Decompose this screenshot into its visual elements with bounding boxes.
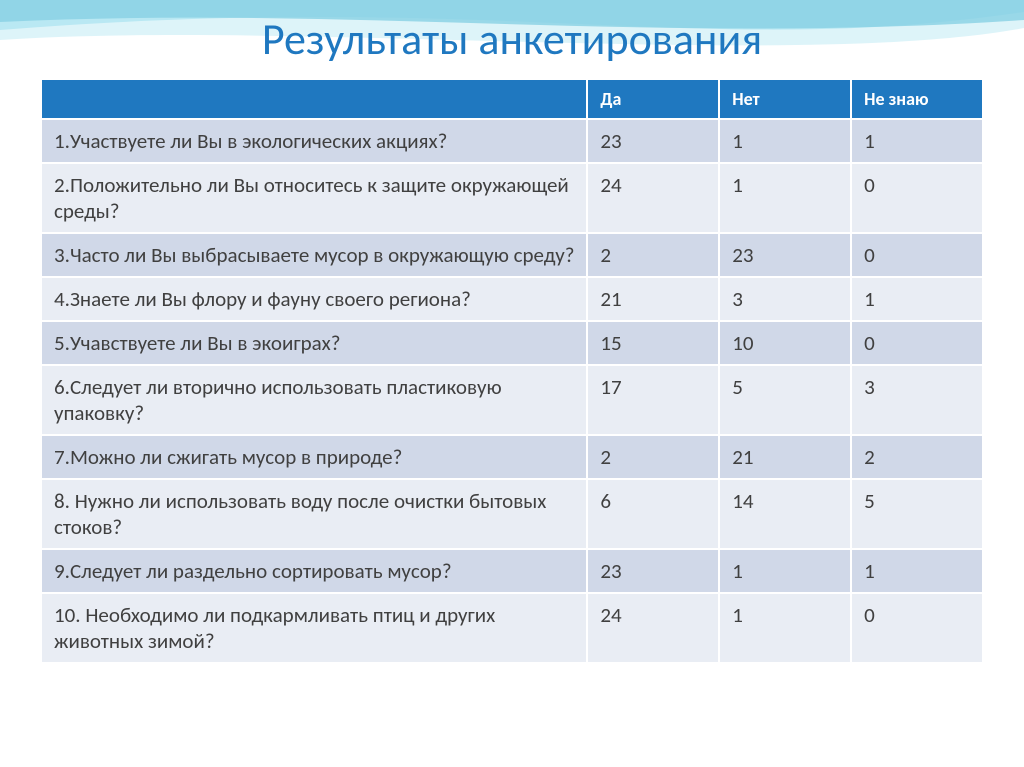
value-cell: 2: [851, 435, 983, 479]
table-row: 5.Учавствуете ли Вы в экоиграх?15100: [41, 321, 983, 365]
question-cell: 7.Можно ли сжигать мусор в природе?: [41, 435, 587, 479]
value-cell: 23: [587, 119, 719, 163]
value-cell: 23: [719, 233, 851, 277]
question-cell: 9.Следует ли раздельно сортировать мусор…: [41, 549, 587, 593]
value-cell: 1: [719, 119, 851, 163]
value-cell: 1: [719, 549, 851, 593]
question-cell: 8. Нужно ли использовать воду после очис…: [41, 479, 587, 549]
value-cell: 2: [587, 233, 719, 277]
table-row: 10. Необходимо ли подкармливать птиц и д…: [41, 593, 983, 663]
value-cell: 1: [851, 549, 983, 593]
question-cell: 10. Необходимо ли подкармливать птиц и д…: [41, 593, 587, 663]
table-row: 7.Можно ли сжигать мусор в природе?2212: [41, 435, 983, 479]
value-cell: 17: [587, 365, 719, 435]
value-cell: 0: [851, 163, 983, 233]
value-cell: 3: [851, 365, 983, 435]
value-cell: 21: [587, 277, 719, 321]
table-row: 3.Часто ли Вы выбрасываете мусор в окруж…: [41, 233, 983, 277]
value-cell: 21: [719, 435, 851, 479]
question-cell: 4.Знаете ли Вы флору и фауну своего реги…: [41, 277, 587, 321]
value-cell: 5: [851, 479, 983, 549]
table-header-cell: Нет: [719, 79, 851, 119]
question-cell: 2.Положительно ли Вы относитесь к защите…: [41, 163, 587, 233]
question-cell: 3.Часто ли Вы выбрасываете мусор в окруж…: [41, 233, 587, 277]
survey-table: Да Нет Не знаю 1.Участвуете ли Вы в экол…: [40, 78, 984, 664]
value-cell: 0: [851, 593, 983, 663]
question-cell: 1.Участвуете ли Вы в экологических акция…: [41, 119, 587, 163]
table-header-cell: Не знаю: [851, 79, 983, 119]
value-cell: 24: [587, 163, 719, 233]
value-cell: 0: [851, 233, 983, 277]
table-row: 2.Положительно ли Вы относитесь к защите…: [41, 163, 983, 233]
value-cell: 10: [719, 321, 851, 365]
slide-title: Результаты анкетирования: [40, 12, 984, 66]
value-cell: 14: [719, 479, 851, 549]
value-cell: 3: [719, 277, 851, 321]
table-header-row: Да Нет Не знаю: [41, 79, 983, 119]
table-row: 8. Нужно ли использовать воду после очис…: [41, 479, 983, 549]
value-cell: 5: [719, 365, 851, 435]
value-cell: 1: [851, 277, 983, 321]
table-row: 4.Знаете ли Вы флору и фауну своего реги…: [41, 277, 983, 321]
question-cell: 6.Следует ли вторично использовать пласт…: [41, 365, 587, 435]
table-row: 9.Следует ли раздельно сортировать мусор…: [41, 549, 983, 593]
value-cell: 1: [719, 593, 851, 663]
value-cell: 6: [587, 479, 719, 549]
table-body: 1.Участвуете ли Вы в экологических акция…: [41, 119, 983, 663]
value-cell: 24: [587, 593, 719, 663]
table-row: 6.Следует ли вторично использовать пласт…: [41, 365, 983, 435]
table-row: 1.Участвуете ли Вы в экологических акция…: [41, 119, 983, 163]
value-cell: 23: [587, 549, 719, 593]
question-cell: 5.Учавствуете ли Вы в экоиграх?: [41, 321, 587, 365]
table-header-cell: [41, 79, 587, 119]
value-cell: 0: [851, 321, 983, 365]
value-cell: 1: [719, 163, 851, 233]
value-cell: 1: [851, 119, 983, 163]
table-header-cell: Да: [587, 79, 719, 119]
slide: Результаты анкетирования Да Нет Не знаю …: [0, 0, 1024, 664]
value-cell: 2: [587, 435, 719, 479]
value-cell: 15: [587, 321, 719, 365]
